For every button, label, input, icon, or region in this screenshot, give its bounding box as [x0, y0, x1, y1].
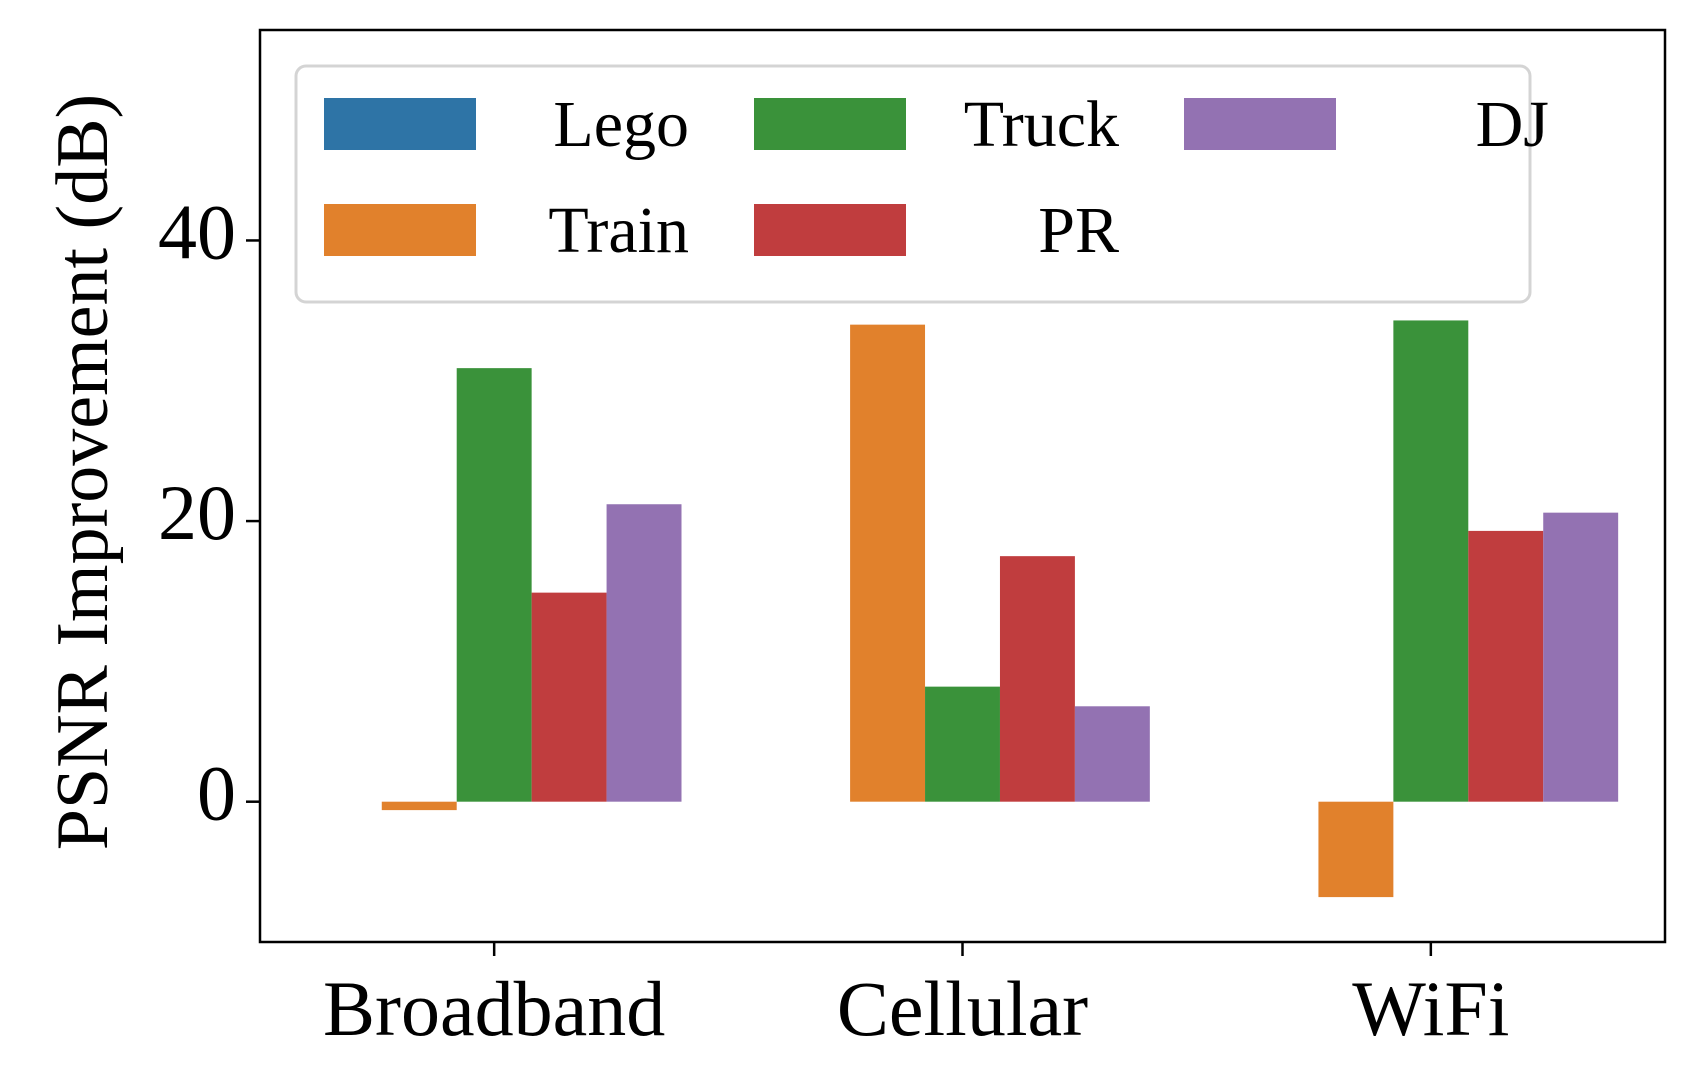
bar-train-broadband	[381, 801, 457, 811]
bar-dj-broadband	[606, 504, 682, 802]
bar-truck-cellular	[925, 686, 1000, 802]
legend-swatch-pr	[754, 204, 906, 256]
legend-label-lego: Lego	[553, 88, 689, 161]
y-tick-label: 40	[158, 188, 236, 275]
x-tick-label-wifi: WiFi	[1352, 965, 1509, 1052]
legend-label-dj: DJ	[1476, 88, 1549, 161]
legend-swatch-truck	[754, 98, 906, 150]
legend-box	[294, 64, 1532, 304]
bar-train-wifi	[1318, 801, 1394, 898]
bar-pr-cellular	[999, 556, 1075, 802]
legend-label-pr: PR	[1038, 194, 1119, 267]
x-tick-label-broadband: Broadband	[323, 965, 665, 1052]
bars-layer	[381, 320, 1619, 898]
bar-pr-broadband	[531, 592, 607, 802]
bar-truck-broadband	[456, 368, 532, 802]
legend-label-truck: Truck	[964, 88, 1119, 161]
legend-label-train: Train	[548, 194, 689, 267]
legend: Lego Train Truck PR DJ	[294, 64, 1549, 304]
bar-dj-cellular	[1074, 706, 1150, 802]
legend-swatch-dj	[1184, 98, 1336, 150]
y-axis-label: PSNR Improvement (dB)	[42, 94, 124, 850]
bar-truck-wifi	[1393, 320, 1469, 802]
y-tick-label: 0	[197, 750, 236, 837]
bar-pr-wifi	[1468, 530, 1544, 802]
axes-layer: 0 20 40 Broadband Cellular WiFi	[158, 28, 1667, 1052]
bar-dj-wifi	[1543, 512, 1619, 802]
legend-swatch-train	[324, 204, 476, 256]
y-tick-label: 20	[158, 469, 236, 556]
legend-swatch-lego	[324, 98, 476, 150]
x-tick-label-cellular: Cellular	[837, 965, 1088, 1052]
bar-train-cellular	[850, 324, 926, 802]
